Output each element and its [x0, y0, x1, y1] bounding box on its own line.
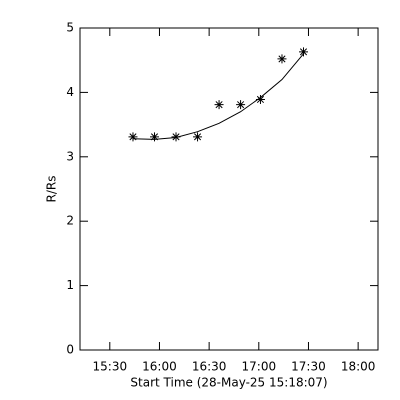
data-point: [150, 132, 159, 142]
y-tick-label: 1: [66, 278, 74, 292]
data-point: [128, 132, 138, 142]
y-tick-label: 0: [66, 343, 74, 357]
x-tick-label: 17:00: [242, 360, 277, 374]
data-point: [214, 100, 224, 110]
fit-line: [132, 53, 304, 140]
data-point: [277, 54, 287, 64]
data-point: [255, 94, 265, 104]
y-tick-label: 2: [66, 214, 74, 228]
data-point: [193, 132, 203, 142]
y-tick-label: 5: [66, 21, 74, 35]
y-tick-label: 3: [66, 149, 74, 163]
y-tick-label: 4: [66, 85, 74, 99]
data-point: [299, 47, 308, 57]
x-tick-label: 18:00: [341, 360, 376, 374]
data-point: [171, 132, 181, 142]
x-axis-label: Start Time (28-May-25 15:18:07): [130, 376, 327, 390]
x-tick-label: 17:30: [291, 360, 326, 374]
y-axis-label: R/Rs: [45, 176, 59, 203]
x-tick-label: 15:30: [93, 360, 128, 374]
data-point: [236, 100, 246, 110]
x-tick-label: 16:30: [192, 360, 227, 374]
x-tick-label: 16:00: [142, 360, 177, 374]
plot-frame: [79, 27, 379, 351]
